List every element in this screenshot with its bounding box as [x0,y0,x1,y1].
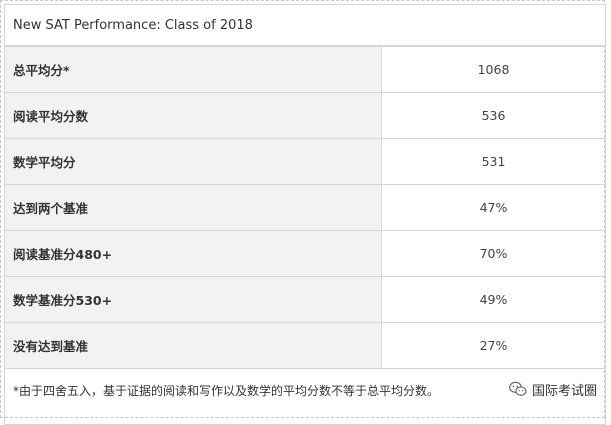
row-value: 536 [381,92,606,139]
row-value: 531 [381,138,606,185]
score-table: 总平均分* 1068 阅读平均分数 536 数学平均分 531 达到两个基准 4… [4,46,606,369]
row-value: 1068 [381,46,606,93]
row-value: 49% [381,276,606,323]
table-row: 总平均分* 1068 [4,46,606,93]
table-row: 达到两个基准 47% [4,184,606,231]
table-row: 没有达到基准 27% [4,322,606,369]
footnote: *由于四舍五入，基于证据的阅读和写作以及数学的平均分数不等于总平均分数。 [13,384,440,398]
table-title: New SAT Performance: Class of 2018 [4,4,606,46]
footnote-row: *由于四舍五入，基于证据的阅读和写作以及数学的平均分数不等于总平均分数。 国际考… [4,369,606,425]
wechat-icon [509,381,527,396]
row-value: 70% [381,230,606,277]
table-row: 数学平均分 531 [4,138,606,185]
table-row: 数学基准分530+ 49% [4,276,606,323]
table-row: 阅读平均分数 536 [4,92,606,139]
row-label: 达到两个基准 [4,184,382,231]
watermark: 国际考试圈 [503,379,597,399]
row-label: 总平均分* [4,46,382,93]
row-label: 数学平均分 [4,138,382,185]
row-value: 47% [381,184,606,231]
row-label: 没有达到基准 [4,322,382,369]
row-label: 阅读基准分480+ [4,230,382,277]
row-label: 数学基准分530+ [4,276,382,323]
watermark-text: 国际考试圈 [531,383,597,399]
table-row: 阅读基准分480+ 70% [4,230,606,277]
row-label: 阅读平均分数 [4,92,382,139]
sat-performance-table: New SAT Performance: Class of 2018 总平均分*… [4,4,606,425]
row-value: 27% [381,322,606,369]
